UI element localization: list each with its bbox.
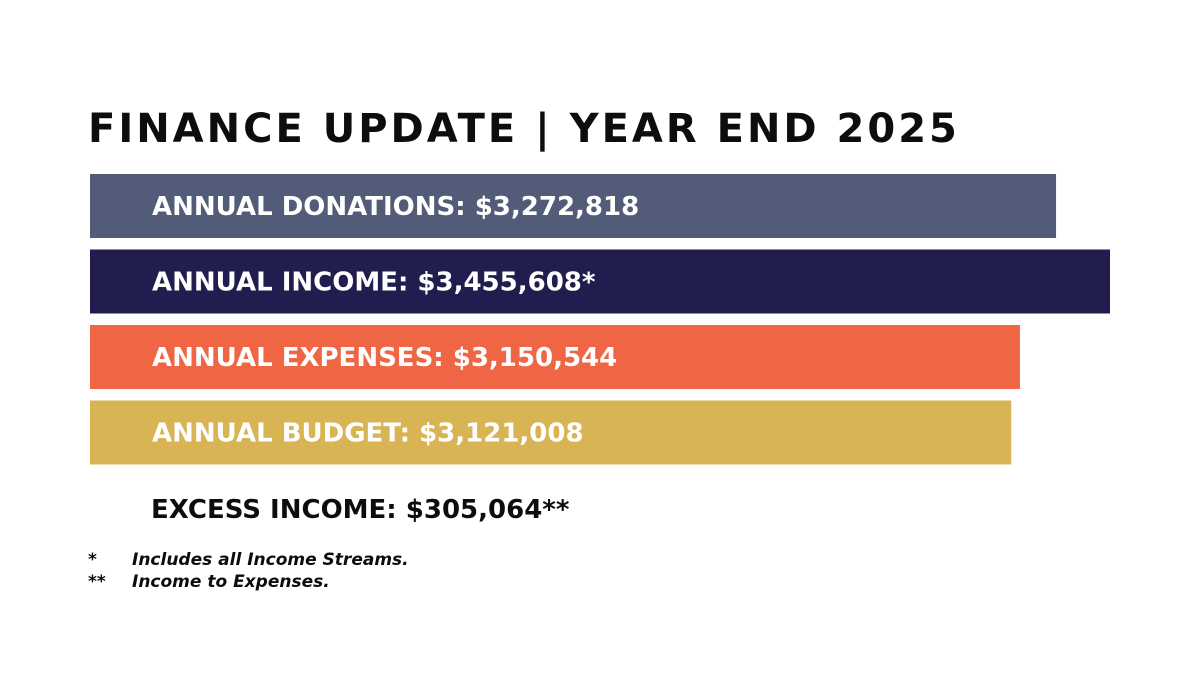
- category-label: ANNUAL DONATIONS:: [152, 192, 466, 222]
- value-label: $3,455,608*: [417, 267, 595, 297]
- bar: [90, 400, 1012, 465]
- summary-label: EXCESS INCOME:: [151, 495, 397, 525]
- footnote-text: Income to Expenses.: [132, 572, 330, 592]
- category-label: ANNUAL EXPENSES:: [152, 343, 444, 373]
- footnote-marker: *: [88, 550, 97, 570]
- bar-label: ANNUAL DONATIONS: $3,272,818: [152, 192, 639, 222]
- value-label: $3,272,818: [475, 192, 639, 222]
- chart-title: FINANCE UPDATE | YEAR END 2025: [88, 106, 960, 153]
- summary: EXCESS INCOME: $305,064**: [151, 495, 570, 525]
- footnote-marker: **: [88, 572, 106, 592]
- bar: [90, 249, 1110, 314]
- bar: [90, 325, 1020, 389]
- bar-label: ANNUAL INCOME: $3,455,608*: [152, 267, 596, 297]
- footnote-text: Includes all Income Streams.: [132, 550, 409, 570]
- value-label: $3,150,544: [453, 343, 617, 373]
- summary-value: $305,064**: [406, 495, 570, 525]
- value-label: $3,121,008: [419, 418, 583, 448]
- category-label: ANNUAL INCOME:: [152, 267, 408, 297]
- bar-label: ANNUAL BUDGET: $3,121,008: [152, 418, 584, 448]
- bar-label: ANNUAL EXPENSES: $3,150,544: [152, 343, 617, 373]
- bar: [90, 174, 1057, 238]
- category-label: ANNUAL BUDGET:: [152, 418, 410, 448]
